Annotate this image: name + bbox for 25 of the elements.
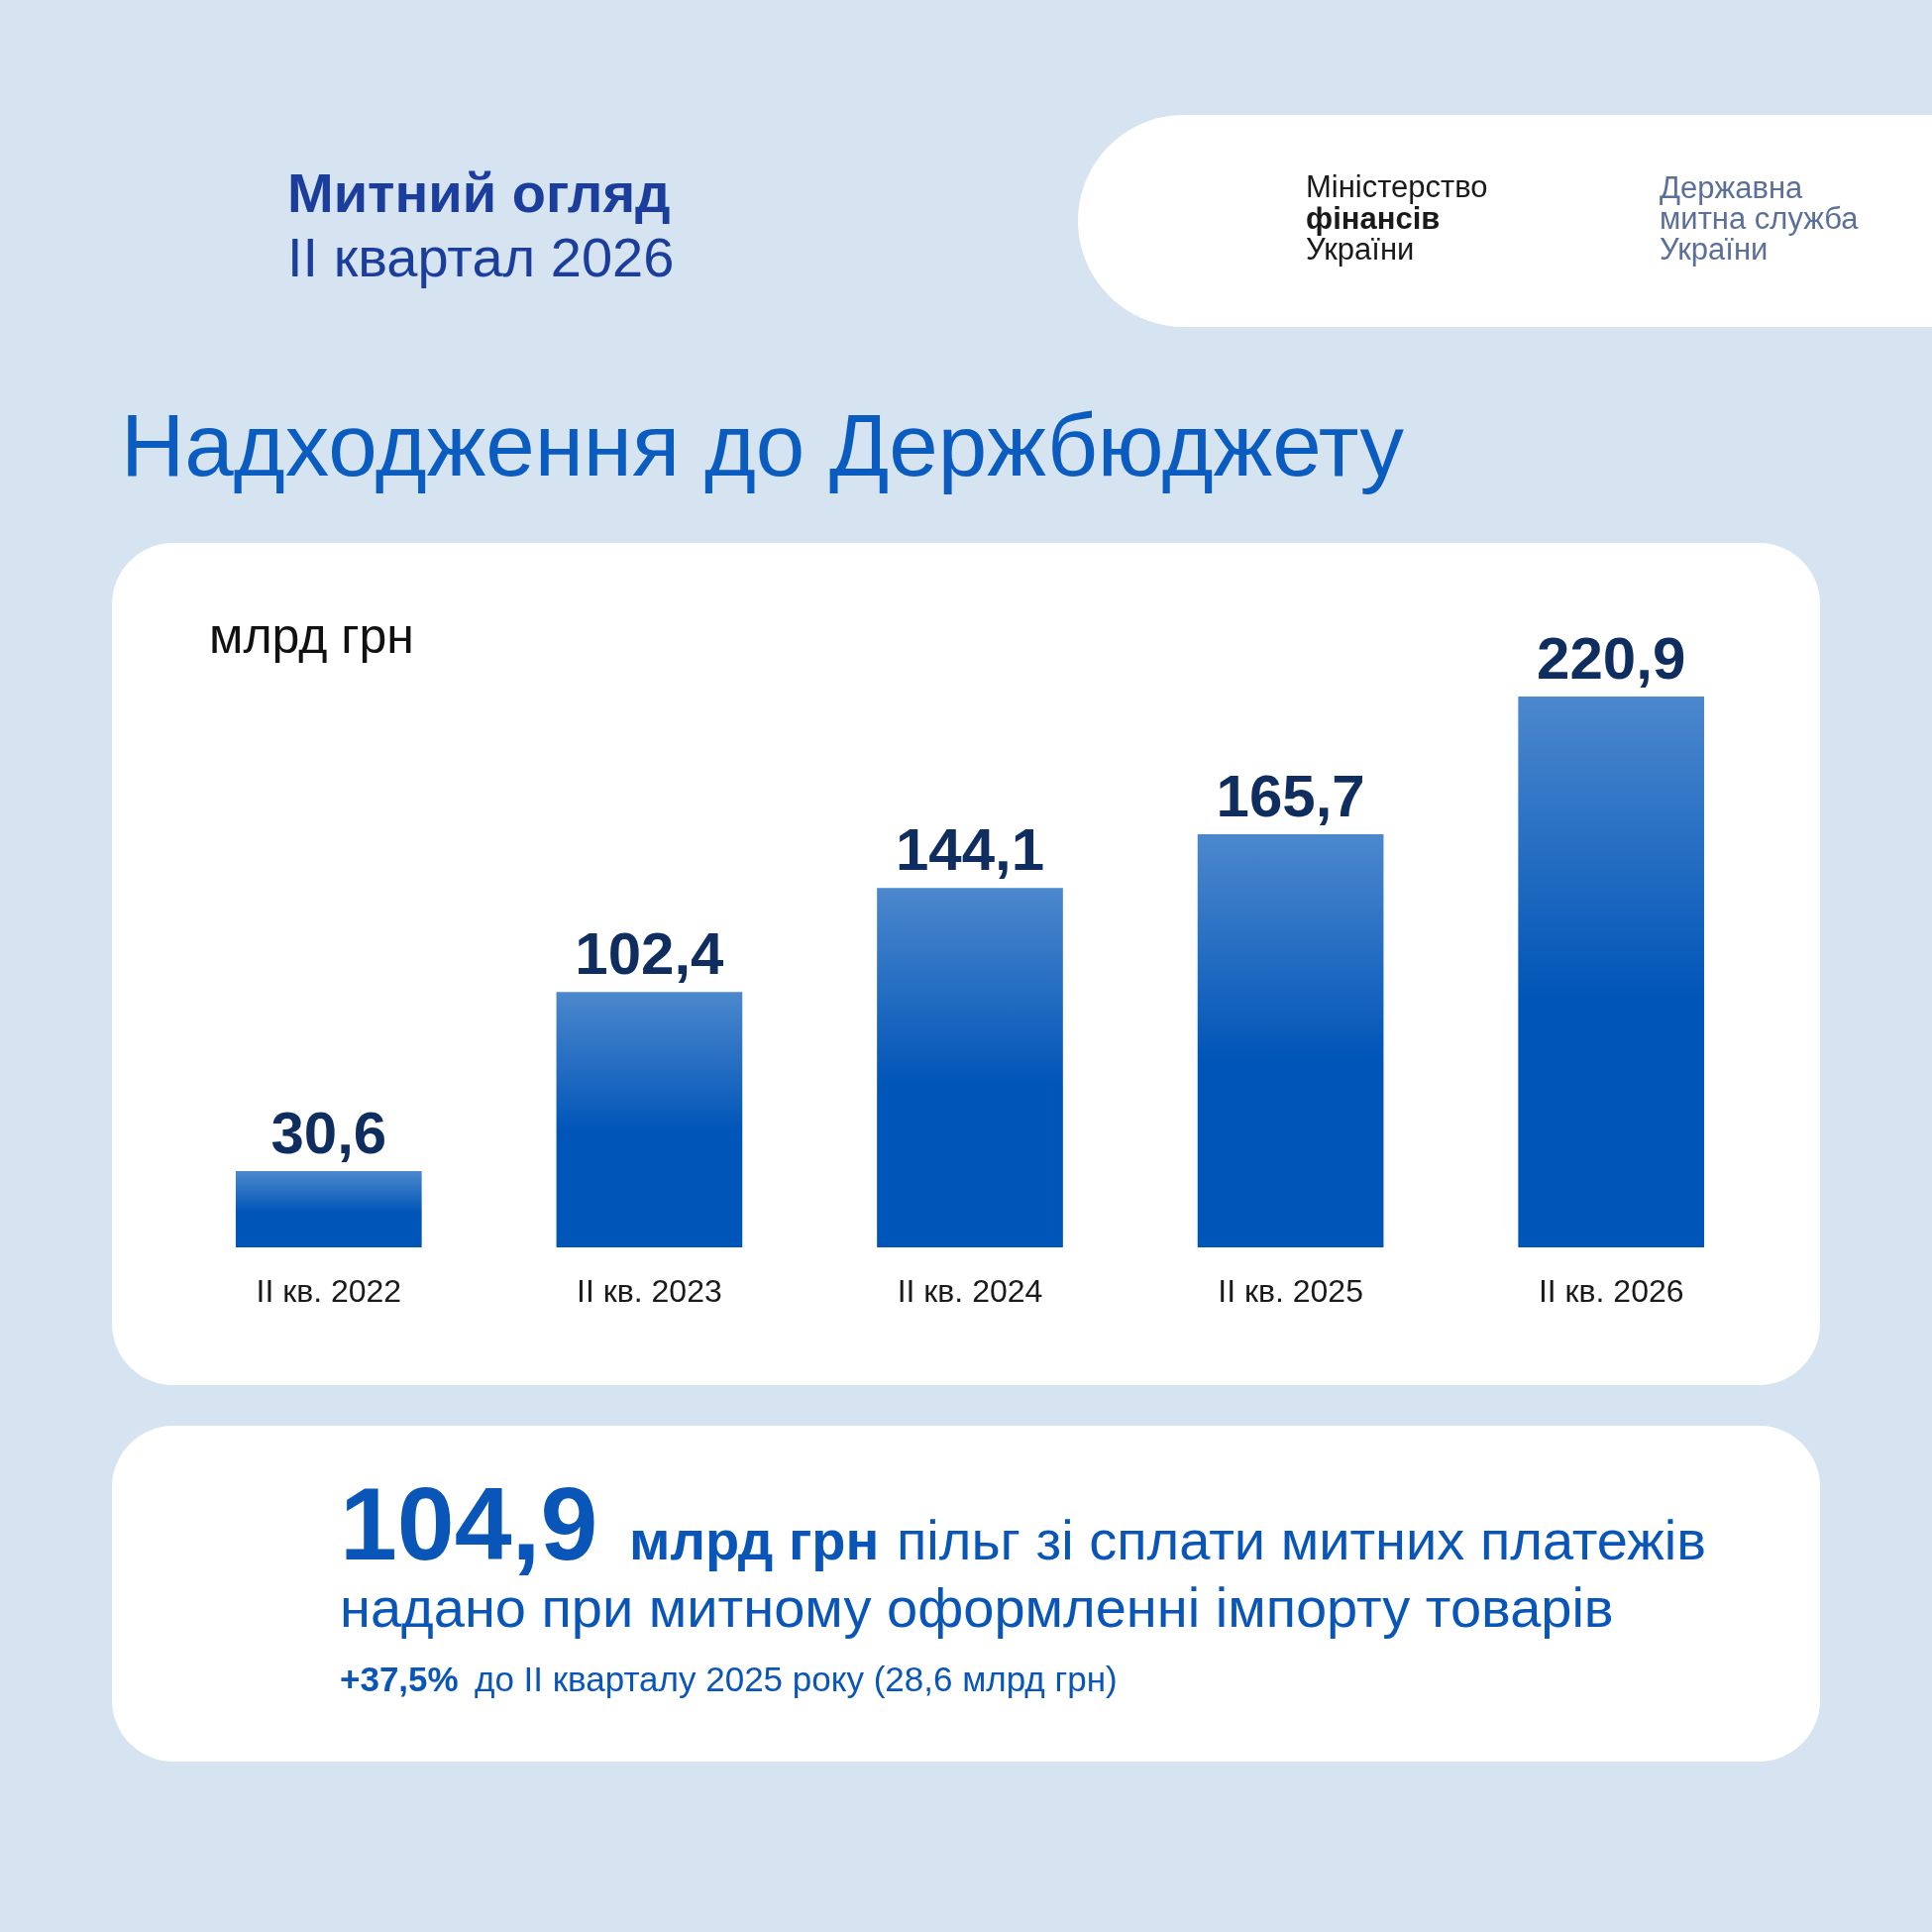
bar bbox=[556, 992, 743, 1247]
text: Міністерство фінансів України bbox=[1306, 169, 1488, 267]
text: пільг зі сплати митних платежів bbox=[897, 1509, 1706, 1571]
bar bbox=[1518, 697, 1705, 1247]
y-axis-title: млрд грн bbox=[209, 608, 414, 664]
bar bbox=[1197, 833, 1384, 1247]
x-tick-label: II кв. 2026 bbox=[1538, 1272, 1684, 1309]
text: млрд грн bbox=[629, 1509, 880, 1571]
x-tick-label: II кв. 2022 bbox=[256, 1272, 402, 1309]
data-label: 102,4 bbox=[575, 920, 725, 988]
text: II квартал 2026 bbox=[287, 226, 675, 288]
bar bbox=[235, 1170, 422, 1247]
text: до II кварталу 2025 року (28,6 млрд грн) bbox=[475, 1660, 1118, 1698]
data-label: 220,9 bbox=[1537, 625, 1686, 692]
text: Митний огляд bbox=[287, 161, 671, 224]
data-label: 144,1 bbox=[895, 816, 1045, 884]
text: +37,5% bbox=[340, 1660, 459, 1698]
bar bbox=[877, 888, 1063, 1247]
x-tick-label: II кв. 2023 bbox=[577, 1272, 722, 1309]
x-tick-label: II кв. 2024 bbox=[897, 1272, 1043, 1309]
data-label: 165,7 bbox=[1216, 762, 1365, 829]
x-tick-label: II кв. 2025 bbox=[1218, 1272, 1363, 1309]
chart-title: Надходження до Держбюджету bbox=[121, 395, 1405, 494]
text: Державна митна служба України bbox=[1660, 170, 1860, 267]
data-label: 30,6 bbox=[270, 1099, 387, 1166]
